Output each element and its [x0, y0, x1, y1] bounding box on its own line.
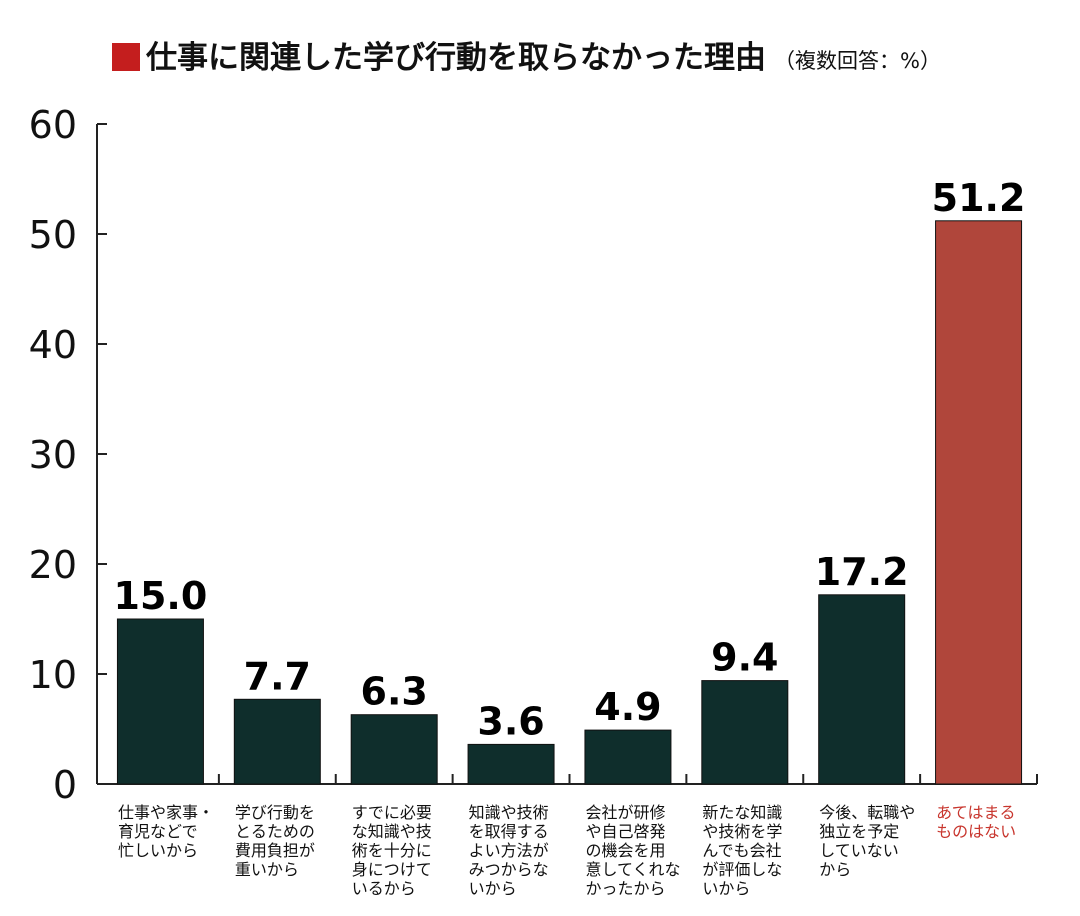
category-label-line: あてはまる	[936, 803, 1015, 822]
category-label-line: 会社が研修	[586, 803, 666, 822]
y-tick-label: 50	[29, 213, 77, 257]
category-label: あてはまるものはない	[936, 803, 1016, 841]
category-label-line: や自己啓発	[586, 822, 666, 841]
chart-title-block: 仕事に関連した学び行動を取らなかった理由 （複数回答：%）	[112, 32, 941, 77]
category-label-line: すでに必要	[352, 803, 432, 822]
category-label-line: 意してくれな	[586, 860, 681, 879]
category-label-line: かったから	[586, 879, 666, 898]
category-label-line: んでも会社	[702, 841, 781, 860]
category-label-line: から	[819, 860, 851, 879]
y-tick-label: 20	[29, 543, 77, 587]
category-label-line: とるための	[235, 822, 315, 841]
category-label-line: よい方法が	[469, 841, 549, 860]
category-label-line: 術を十分に	[352, 841, 432, 860]
value-label: 4.9	[594, 685, 661, 729]
y-tick-label: 10	[29, 653, 77, 697]
title-square-icon	[112, 43, 140, 71]
category-label-line: いから	[702, 879, 750, 898]
category-label-line: 重いから	[235, 860, 299, 879]
category-label: 新たな知識や技術を学んでも会社が評価しないから	[702, 803, 782, 898]
category-label: すでに必要な知識や技術を十分に身につけているから	[352, 803, 432, 898]
category-label-line: 新たな知識	[702, 803, 782, 822]
bar	[584, 729, 672, 785]
category-label-line: 仕事や家事・	[118, 803, 214, 822]
category-label-line: していない	[819, 841, 899, 860]
category-label: 知識や技術を取得するよい方法がみつからないから	[469, 803, 549, 898]
category-label: 学び行動をとるための費用負担が重いから	[235, 803, 315, 879]
category-label-line: の機会を用	[586, 841, 666, 860]
category-label-line: いるから	[352, 879, 416, 898]
value-label: 17.2	[815, 550, 909, 594]
y-tick-label: 40	[29, 323, 77, 367]
value-label: 6.3	[361, 670, 428, 714]
category-label-line: いから	[469, 879, 517, 898]
category-label-line: 費用負担が	[235, 841, 315, 860]
category-label-line: ものはない	[936, 822, 1016, 841]
category-label-line: を取得する	[469, 822, 549, 841]
category-label-line: 育児などで	[118, 822, 198, 841]
category-label-line: 独立を予定	[819, 822, 899, 841]
value-label: 15.0	[114, 574, 208, 618]
value-label: 3.6	[477, 699, 544, 743]
chart-title: 仕事に関連した学び行動を取らなかった理由	[146, 40, 766, 76]
y-tick-label: 0	[53, 763, 77, 807]
bar	[467, 743, 555, 785]
bar	[701, 680, 789, 785]
category-label-line: な知識や技	[352, 822, 432, 841]
bar	[935, 220, 1023, 785]
category-label-line: 今後、転職や	[819, 803, 915, 822]
category-label-line: 知識や技術	[469, 803, 549, 822]
category-label: 仕事や家事・育児などで忙しいから	[118, 803, 214, 860]
bar	[818, 594, 906, 785]
value-label: 51.2	[932, 176, 1026, 220]
value-label: 7.7	[244, 654, 311, 698]
y-tick-label: 30	[29, 433, 77, 477]
y-tick-label: 60	[29, 103, 77, 147]
category-label-line: 忙しいから	[118, 841, 198, 860]
chart-subtitle: （複数回答：%）	[774, 49, 941, 73]
category-label: 今後、転職や独立を予定していないから	[819, 803, 915, 879]
bar	[350, 714, 438, 785]
category-label-line: が評価しな	[702, 860, 782, 879]
category-label-line: 身につけて	[352, 860, 432, 879]
bar	[116, 618, 204, 785]
category-label-line: や技術を学	[702, 822, 782, 841]
category-label-line: 学び行動を	[235, 803, 315, 822]
category-label-line: みつからな	[469, 860, 549, 879]
value-label: 9.4	[711, 636, 778, 680]
bar	[233, 698, 321, 785]
category-label: 会社が研修や自己啓発の機会を用意してくれなかったから	[586, 803, 681, 898]
